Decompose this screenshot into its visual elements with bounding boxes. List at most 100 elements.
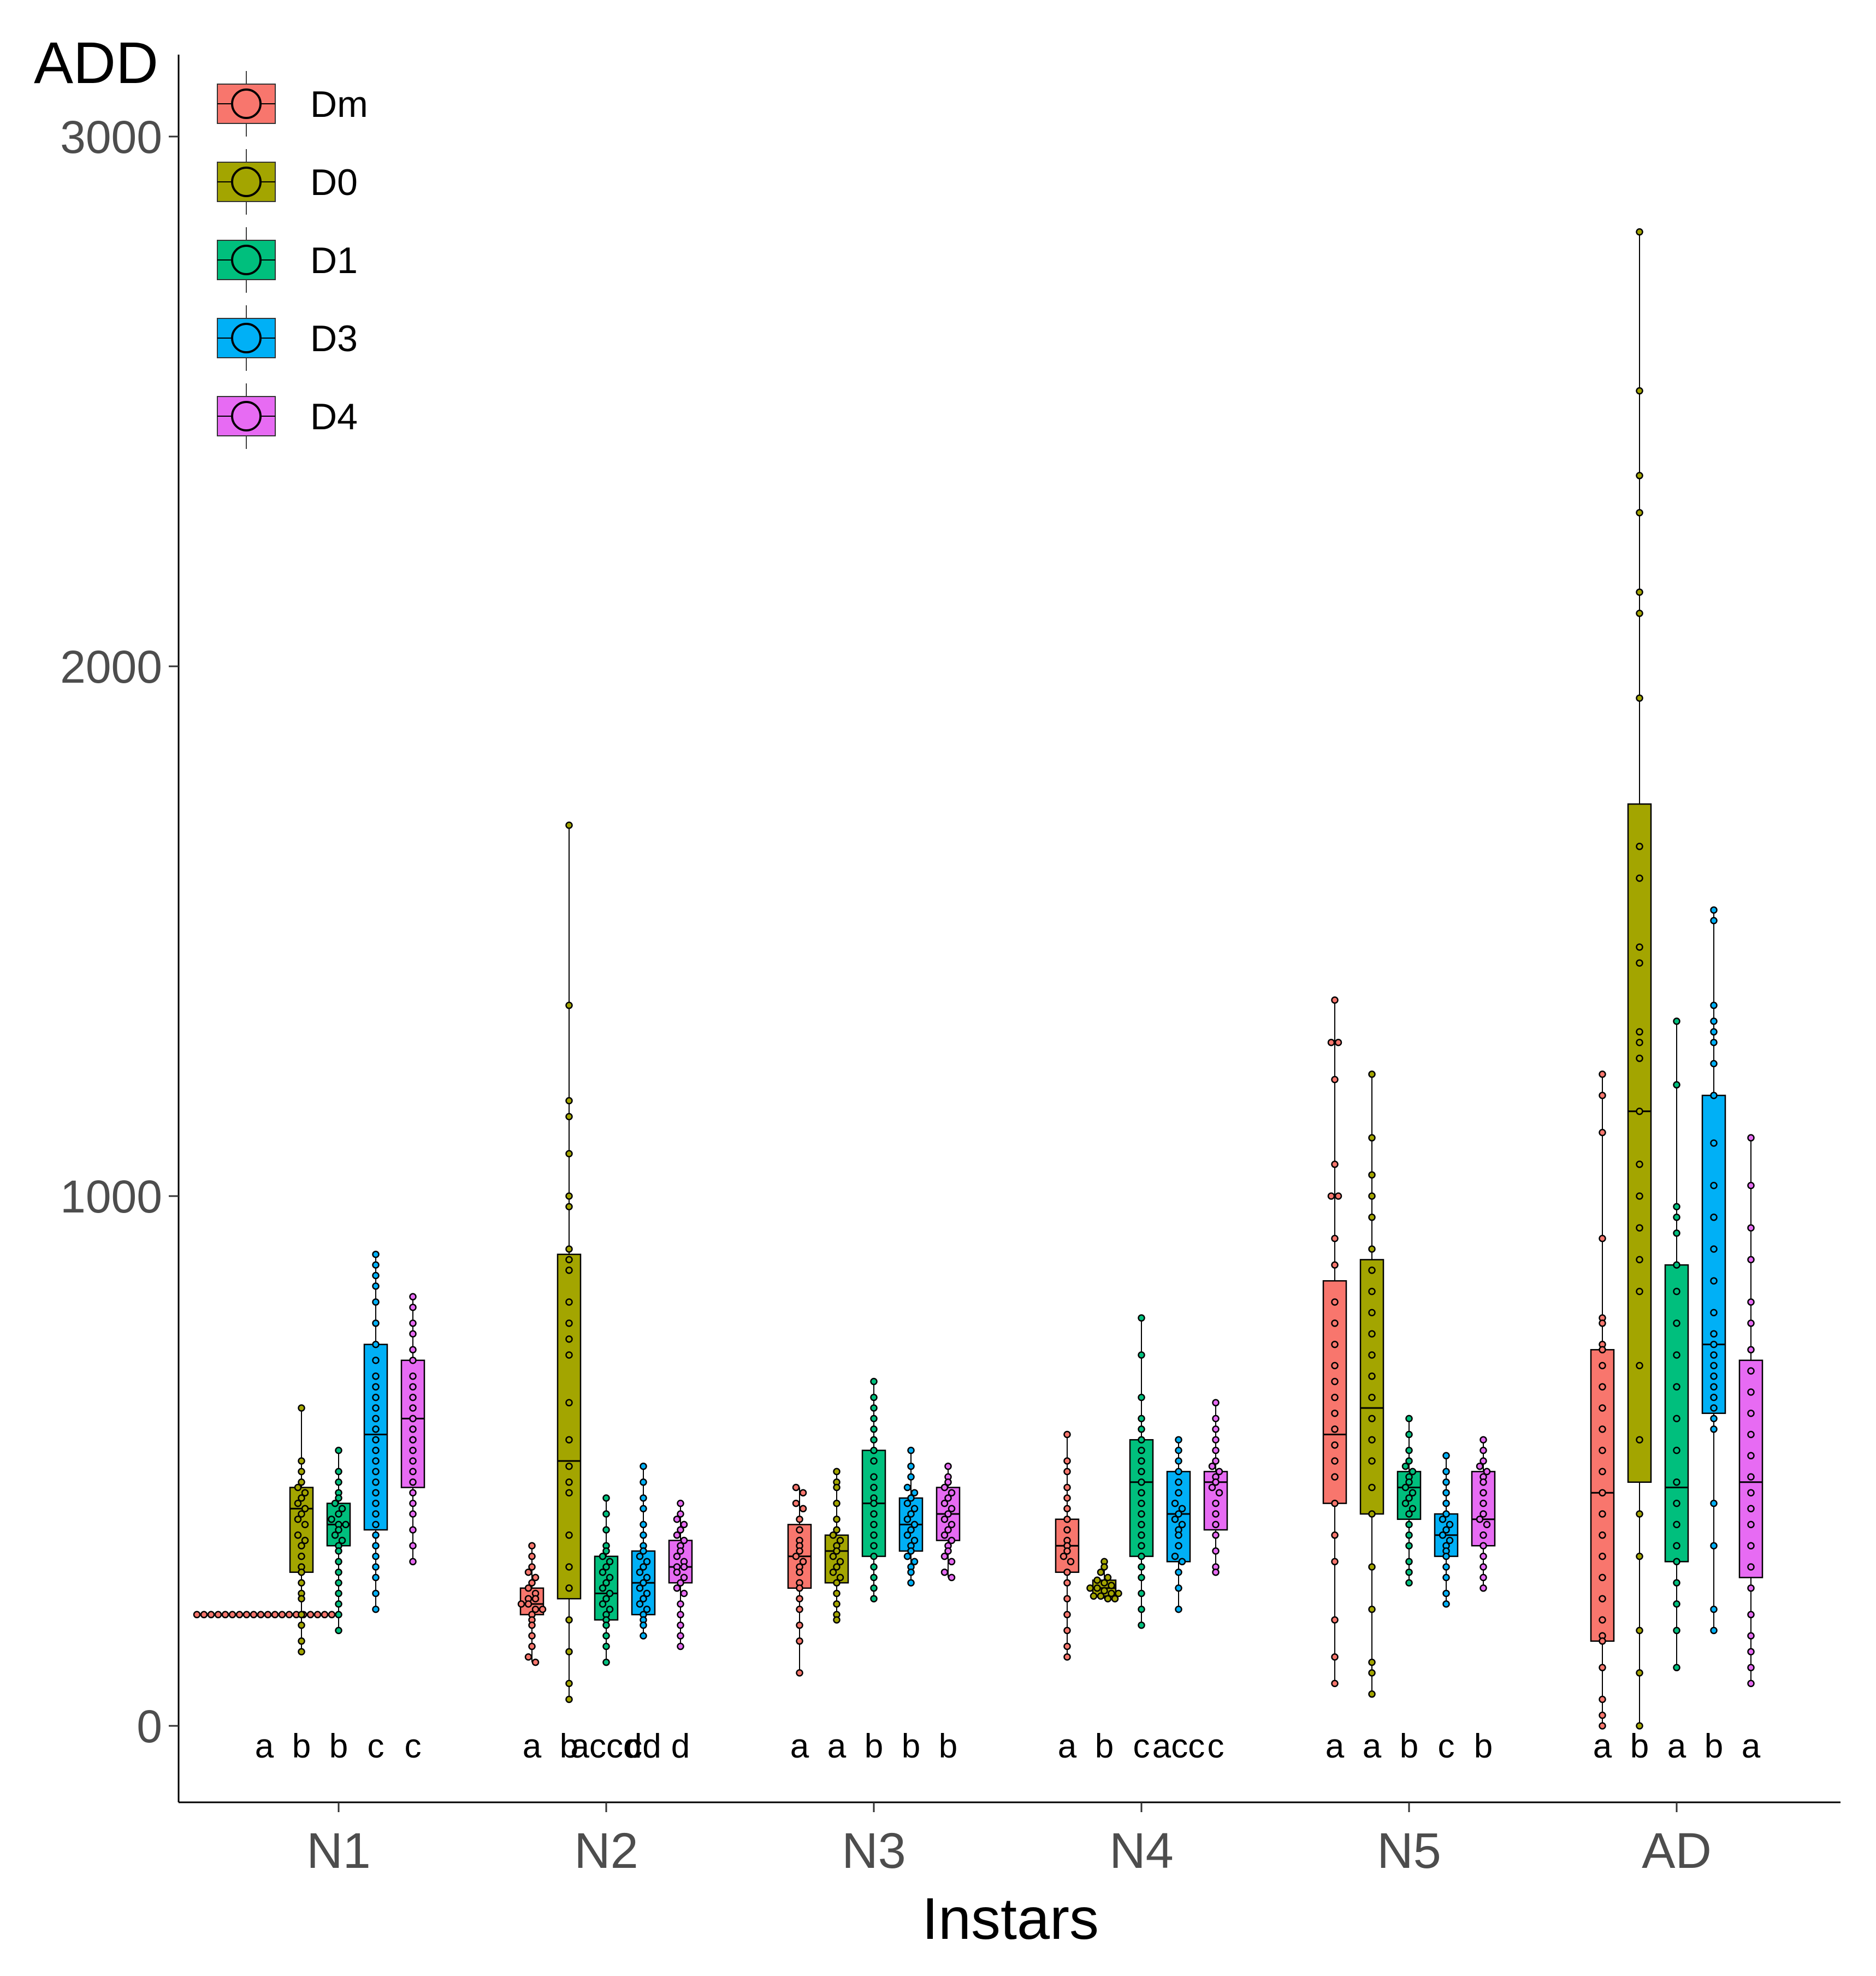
data-point	[565, 1351, 573, 1359]
data-point	[1138, 1542, 1145, 1549]
data-point	[1710, 1181, 1718, 1190]
data-point	[636, 1600, 644, 1608]
data-point	[910, 1489, 919, 1496]
x-axis-title: Instars	[922, 1885, 1099, 1951]
data-point	[1710, 1383, 1718, 1391]
data-point	[799, 1558, 807, 1566]
data-point	[1480, 1510, 1487, 1518]
data-point	[1710, 1393, 1718, 1401]
data-point	[372, 1298, 380, 1306]
data-point	[833, 1563, 841, 1571]
data-point	[1175, 1542, 1182, 1549]
data-point	[1636, 943, 1643, 951]
data-point	[1636, 1552, 1643, 1560]
data-point	[606, 1573, 614, 1582]
significance-letter: a	[1363, 1727, 1382, 1765]
data-point	[409, 1393, 417, 1401]
data-point	[1368, 1267, 1376, 1274]
data-point	[565, 1002, 573, 1009]
data-point	[1673, 1626, 1680, 1635]
data-point	[1331, 1362, 1339, 1370]
data-point	[1060, 1552, 1068, 1560]
data-point	[298, 1510, 305, 1518]
data-point	[677, 1621, 684, 1629]
data-point	[640, 1521, 647, 1529]
data-point	[1331, 1409, 1339, 1417]
data-point	[335, 1589, 342, 1598]
significance-letter: b	[292, 1727, 311, 1765]
data-point	[335, 1446, 342, 1454]
data-point	[870, 1425, 878, 1433]
data-point	[1368, 1070, 1376, 1078]
data-point	[1673, 1499, 1680, 1507]
data-point	[1599, 1404, 1606, 1412]
data-point	[1100, 1579, 1108, 1587]
data-point	[298, 1637, 305, 1645]
boxes-layer	[252, 232, 1763, 1726]
data-point	[1673, 1383, 1680, 1391]
data-point	[409, 1499, 417, 1507]
data-point	[528, 1552, 536, 1560]
data-point	[342, 1521, 350, 1529]
data-point	[1175, 1478, 1182, 1486]
data-point	[599, 1584, 607, 1592]
data-point	[409, 1404, 417, 1412]
data-point	[214, 1611, 222, 1619]
significance-letter: b	[1630, 1727, 1649, 1765]
data-point	[372, 1393, 380, 1401]
data-point	[870, 1542, 878, 1549]
data-point	[640, 1478, 647, 1486]
data-point	[1747, 1181, 1755, 1190]
data-point	[606, 1605, 614, 1613]
data-point	[602, 1621, 610, 1629]
data-point	[829, 1568, 837, 1576]
data-point	[1599, 1091, 1606, 1099]
data-point	[1401, 1462, 1410, 1470]
data-point	[1405, 1542, 1413, 1549]
significance-letter: a	[1667, 1727, 1686, 1765]
data-point	[1138, 1425, 1145, 1433]
data-point	[643, 1558, 651, 1566]
data-point	[1405, 1430, 1413, 1439]
data-point	[680, 1536, 688, 1545]
data-point	[1063, 1430, 1071, 1439]
data-point	[298, 1478, 305, 1486]
data-point	[200, 1611, 208, 1619]
data-point	[940, 1515, 949, 1523]
data-point	[1636, 1436, 1643, 1443]
data-point	[1104, 1595, 1112, 1602]
data-point	[409, 1489, 417, 1496]
data-point	[640, 1531, 647, 1539]
data-point	[602, 1658, 610, 1666]
data-point	[643, 1573, 651, 1582]
data-point	[301, 1489, 309, 1496]
data-point	[833, 1600, 841, 1608]
data-point	[328, 1611, 336, 1619]
data-point	[680, 1573, 688, 1582]
data-point	[1673, 1261, 1680, 1269]
data-point	[221, 1611, 229, 1619]
data-point	[796, 1595, 803, 1602]
data-point	[1673, 1017, 1680, 1025]
data-point	[1212, 1399, 1220, 1407]
data-point	[298, 1595, 305, 1602]
data-point	[1599, 1531, 1606, 1539]
data-point	[599, 1568, 607, 1576]
data-point	[298, 1542, 305, 1549]
data-point	[796, 1568, 803, 1576]
data-point	[1171, 1515, 1179, 1523]
data-point	[565, 1462, 573, 1470]
data-point	[1331, 1261, 1339, 1269]
data-point	[372, 1531, 380, 1539]
points-layer	[193, 228, 1755, 1730]
data-point	[640, 1494, 647, 1502]
y-tick-label: 2000	[60, 641, 162, 693]
data-point	[1442, 1526, 1450, 1534]
data-point	[1636, 1108, 1643, 1115]
data-point	[409, 1478, 417, 1486]
data-point	[531, 1658, 540, 1666]
data-point	[372, 1589, 380, 1598]
data-point	[870, 1521, 878, 1529]
data-point	[1368, 1214, 1376, 1221]
